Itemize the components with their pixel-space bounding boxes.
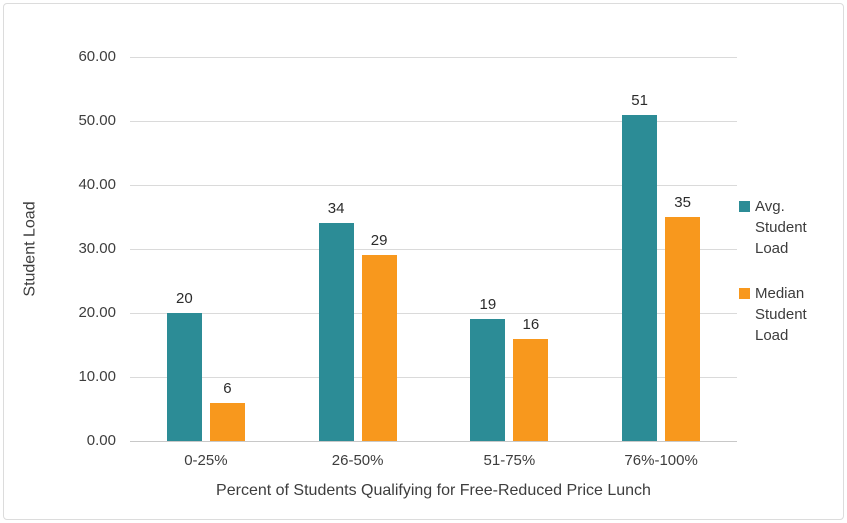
bar-value-label: 16 bbox=[522, 315, 540, 333]
x-axis-category-label: 51-75% bbox=[483, 452, 536, 469]
bar-value-label: 51 bbox=[631, 91, 648, 109]
bar-value-label: 35 bbox=[674, 194, 691, 211]
gridline bbox=[130, 248, 737, 250]
legend-swatch bbox=[739, 201, 750, 212]
x-axis-category-label: 76%-100% bbox=[624, 452, 698, 469]
legend-entry: Avg. Student Load bbox=[739, 196, 831, 259]
legend-label: Avg. Student Load bbox=[755, 198, 807, 257]
x-axis-category-label: 0-25% bbox=[184, 452, 228, 469]
y-axis-tick-label: 0.00 bbox=[86, 432, 116, 449]
gridline bbox=[130, 120, 737, 122]
bar-avg-student-load bbox=[318, 223, 354, 441]
bar-value-label: 20 bbox=[176, 290, 193, 307]
bar-value-label: 19 bbox=[479, 296, 497, 314]
y-axis-tick-label: 20.00 bbox=[78, 304, 116, 321]
gridline bbox=[130, 312, 737, 314]
bar-value-label: 6 bbox=[223, 379, 232, 397]
y-axis-tick-label: 60.00 bbox=[78, 48, 116, 65]
y-axis-tick-label: 30.00 bbox=[78, 240, 116, 257]
bar-value-label: 29 bbox=[370, 232, 388, 250]
bar-avg-student-load bbox=[622, 114, 658, 441]
bar-avg-student-load bbox=[470, 319, 506, 441]
gridline bbox=[130, 56, 737, 58]
bar-median-student-load bbox=[361, 255, 397, 441]
bar-value-label: 34 bbox=[327, 200, 345, 218]
legend-swatch bbox=[739, 288, 750, 299]
bar-avg-student-load bbox=[166, 313, 202, 441]
y-axis-tick-label: 50.00 bbox=[78, 112, 116, 129]
gridline bbox=[130, 440, 737, 442]
x-axis-category-label: 26-50% bbox=[331, 452, 384, 469]
y-axis-tick-label: 40.00 bbox=[78, 176, 116, 193]
legend-label: Median Student Load bbox=[755, 285, 807, 344]
gridline bbox=[130, 376, 737, 378]
plot-area bbox=[130, 56, 737, 442]
bar-median-student-load bbox=[665, 217, 701, 441]
bar-median-student-load bbox=[209, 402, 245, 441]
bar-median-student-load bbox=[513, 338, 549, 441]
legend-entry: Median Student Load bbox=[739, 283, 831, 346]
y-axis-tick-label: 10.00 bbox=[78, 368, 116, 385]
x-axis-title: Percent of Students Qualifying for Free-… bbox=[216, 482, 651, 499]
gridline bbox=[130, 184, 737, 186]
